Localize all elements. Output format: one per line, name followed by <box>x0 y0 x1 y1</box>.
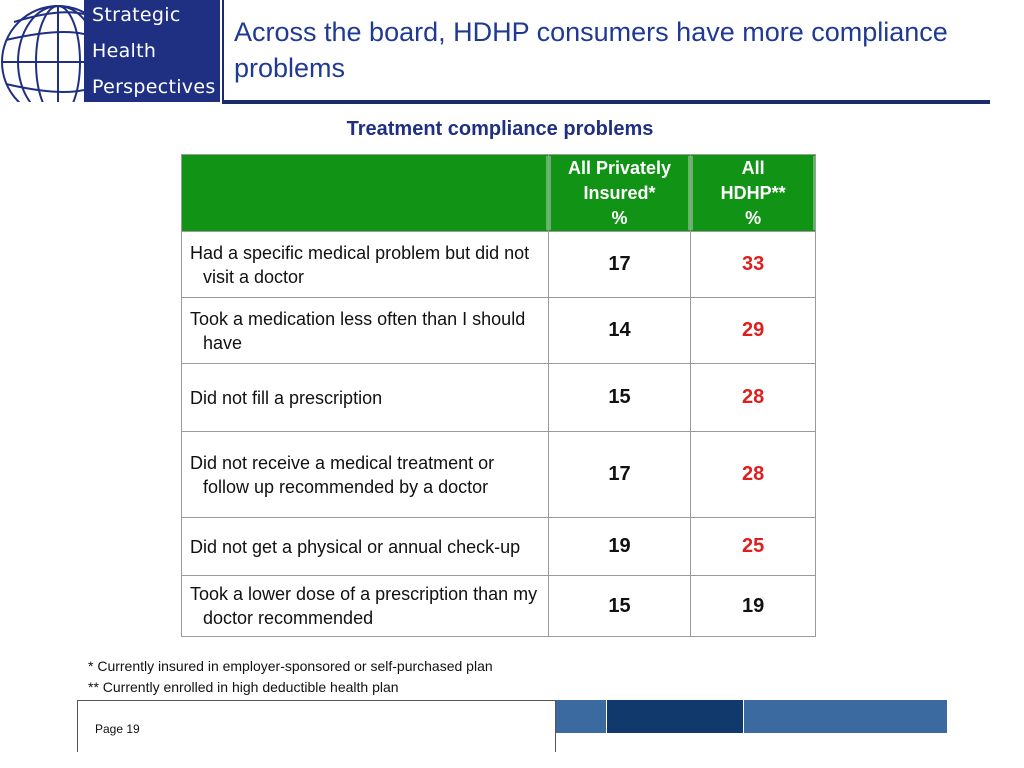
logo: Strategic Health Perspectives <box>0 0 224 119</box>
page-number: Page 19 <box>95 722 140 736</box>
logo-line-3: Perspectives <box>92 76 216 98</box>
row-label-text: Took a medication less often than I shou… <box>190 308 526 353</box>
footer-color-bar-1 <box>556 700 606 733</box>
row-label: Took a medication less often than I shou… <box>181 297 549 364</box>
row-label-text: Did not receive a medical treatment or f… <box>190 452 495 497</box>
footnote-1: * Currently insured in employer-sponsore… <box>88 658 493 674</box>
footer-color-bar-3 <box>744 700 947 733</box>
table-header-row: All Privately Insured* % All HDHP** % <box>181 154 816 232</box>
table-row: Did not receive a medical treatment or f… <box>181 431 816 518</box>
footnote-2: ** Currently enrolled in high deductible… <box>88 679 399 695</box>
privately-insured-value: 19 <box>547 517 692 576</box>
footer-divider-top <box>77 700 555 701</box>
title-divider <box>222 100 990 104</box>
header-privately-insured-inner: All Privately Insured* % <box>548 156 691 230</box>
table-row: Had a specific medical problem but did n… <box>181 231 816 298</box>
logo-text-block: Strategic Health Perspectives <box>84 0 220 102</box>
header-col2-line1: All Privately <box>567 157 672 178</box>
hdhp-value: 25 <box>690 517 816 576</box>
slide-title: Across the board, HDHP consumers have mo… <box>234 17 948 83</box>
header-col2-line2: Insured* <box>583 182 656 203</box>
row-label-text: Took a lower dose of a prescription than… <box>190 584 538 628</box>
hdhp-value: 28 <box>690 363 816 432</box>
logo-line-2: Health <box>92 40 157 62</box>
row-label: Had a specific medical problem but did n… <box>181 231 549 298</box>
hdhp-value: 19 <box>690 575 816 637</box>
footer-color-bar-2 <box>607 700 743 733</box>
table-row: Took a medication less often than I shou… <box>181 297 816 364</box>
row-label: Did not fill a prescription <box>181 363 549 432</box>
logo-line-1: Strategic <box>92 4 181 26</box>
row-label: Took a lower dose of a prescription than… <box>181 575 549 637</box>
hdhp-value: 29 <box>690 297 816 364</box>
header-col3-line1: All <box>741 157 765 178</box>
privately-insured-value: 14 <box>547 297 692 364</box>
row-label-text: Did not fill a prescription <box>190 387 383 408</box>
header-col2-line3: % <box>611 207 628 228</box>
row-label-text: Did not get a physical or annual check-u… <box>190 536 521 557</box>
row-label: Did not receive a medical treatment or f… <box>181 431 549 518</box>
table-row: Took a lower dose of a prescription than… <box>181 575 816 637</box>
header-label-cell <box>181 154 549 232</box>
privately-insured-value: 15 <box>547 575 692 637</box>
header-hdhp-inner: All HDHP** % <box>691 156 815 230</box>
footer-divider-left <box>77 700 78 752</box>
footnotes: * Currently insured in employer-sponsore… <box>88 656 493 698</box>
hdhp-value: 28 <box>690 431 816 518</box>
row-label-text: Had a specific medical problem but did n… <box>190 242 530 287</box>
privately-insured-value: 17 <box>547 431 692 518</box>
table-title: Treatment compliance problems <box>346 118 654 140</box>
compliance-table: All Privately Insured* % All HDHP** % Ha… <box>181 154 816 637</box>
header-col3-line2: HDHP** <box>720 182 786 203</box>
hdhp-value: 33 <box>690 231 816 298</box>
globe-logo-icon <box>0 0 115 119</box>
header-hdhp: All HDHP** % <box>690 154 816 232</box>
privately-insured-value: 17 <box>547 231 692 298</box>
row-label: Did not get a physical or annual check-u… <box>181 517 549 576</box>
table-row: Did not get a physical or annual check-u… <box>181 517 816 576</box>
table-row: Did not fill a prescription 15 28 <box>181 363 816 432</box>
header-col3-line3: % <box>745 207 762 228</box>
footer-divider-mid <box>555 700 556 752</box>
header-privately-insured: All Privately Insured* % <box>547 154 692 232</box>
header-col1-text <box>182 156 548 230</box>
privately-insured-value: 15 <box>547 363 692 432</box>
